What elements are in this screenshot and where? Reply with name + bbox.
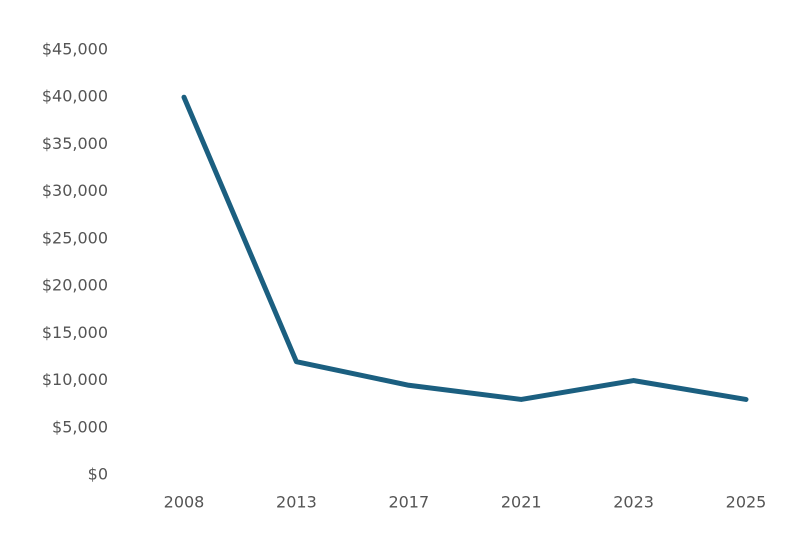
x-tick-label: 2023 — [613, 493, 654, 512]
y-tick-label: $0 — [88, 465, 108, 484]
y-tick-label: $15,000 — [42, 323, 108, 342]
y-tick-label: $10,000 — [42, 370, 108, 389]
x-tick-label: 2025 — [726, 493, 767, 512]
y-tick-label: $45,000 — [42, 40, 108, 59]
y-tick-label: $20,000 — [42, 276, 108, 295]
y-tick-label: $25,000 — [42, 228, 108, 247]
data-line — [181, 94, 749, 402]
y-tick-label: $30,000 — [42, 181, 108, 200]
x-tick-label: 2013 — [276, 493, 317, 512]
y-tick-label: $40,000 — [42, 87, 108, 106]
x-tick-label: 2017 — [388, 493, 429, 512]
x-tick-label: 2008 — [164, 493, 205, 512]
y-tick-label: $35,000 — [42, 134, 108, 153]
y-tick-label: $5,000 — [52, 417, 108, 436]
x-tick-label: 2021 — [501, 493, 542, 512]
